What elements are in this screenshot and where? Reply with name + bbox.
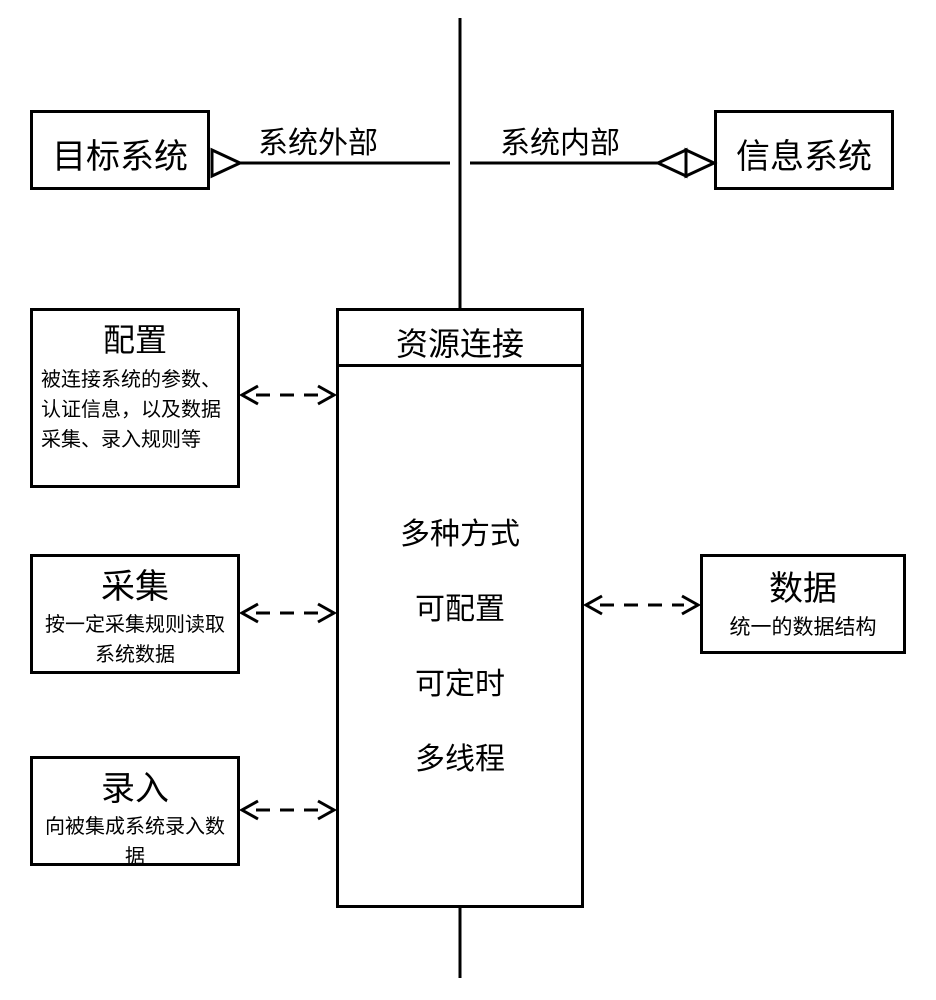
config-desc: 被连接系统的参数、认证信息，以及数据采集、录入规则等 [33,363,237,457]
info-system-box: 信息系统 [714,110,894,190]
resource-feature-3: 多线程 [339,722,581,797]
target-system-label: 目标系统 [33,113,207,178]
input-box: 录入 向被集成系统录入数据 [30,756,240,866]
internal-label: 系统内部 [500,118,620,162]
resource-features: 多种方式 可配置 可定时 多线程 [339,367,581,797]
input-desc: 向被集成系统录入数据 [33,810,237,874]
collect-desc: 按一定采集规则读取系统数据 [33,608,237,672]
data-box: 数据 统一的数据结构 [700,554,906,654]
resource-feature-1: 可配置 [339,572,581,647]
input-title: 录入 [33,759,237,810]
target-system-box: 目标系统 [30,110,210,190]
resource-feature-2: 可定时 [339,647,581,722]
resource-title-bar: 资源连接 [339,311,581,367]
config-box: 配置 被连接系统的参数、认证信息，以及数据采集、录入规则等 [30,308,240,488]
data-title: 数据 [703,557,903,610]
resource-title: 资源连接 [339,311,581,365]
info-system-label: 信息系统 [717,113,891,178]
resource-feature-0: 多种方式 [339,497,581,572]
collect-title: 采集 [33,557,237,608]
collect-box: 采集 按一定采集规则读取系统数据 [30,554,240,674]
config-title: 配置 [33,311,237,363]
data-desc: 统一的数据结构 [703,610,903,646]
resource-box: 资源连接 多种方式 可配置 可定时 多线程 [336,308,584,908]
external-label: 系统外部 [258,118,378,162]
